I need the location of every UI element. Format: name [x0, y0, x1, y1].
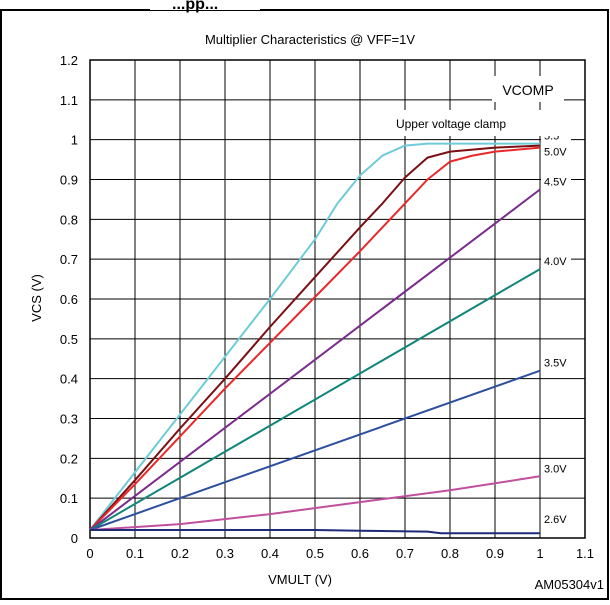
- x-tick-label: 0.7: [396, 546, 414, 561]
- x-tick-label: 0.5: [306, 546, 324, 561]
- x-tick-label: 0.3: [216, 546, 234, 561]
- series-label: 5.0V: [544, 147, 567, 159]
- x-axis-label: VMULT (V): [268, 572, 332, 587]
- chart-title: Multiplier Characteristics @ VFF=1V: [205, 32, 415, 47]
- y-tick-label: 0.7: [60, 252, 78, 267]
- x-tick-label: 1.1: [576, 546, 594, 561]
- legend-title: VCOMP: [502, 82, 553, 98]
- y-tick-label: 0.6: [60, 292, 78, 307]
- x-tick-label: 0: [86, 546, 93, 561]
- x-tick-label: 0.1: [126, 546, 144, 561]
- y-tick-label: 0.9: [60, 173, 78, 188]
- annotation-text: Upper voltage clamp: [396, 117, 506, 131]
- series-label: 3.5V: [544, 358, 567, 370]
- y-tick-label: 0.4: [60, 372, 78, 387]
- y-tick-label: 1.2: [60, 53, 78, 68]
- y-axis-label: VCS (V): [29, 274, 44, 322]
- y-tick-label: 1: [71, 133, 78, 148]
- x-tick-label: 0.9: [486, 546, 504, 561]
- header-partial-text: ...pp...: [172, 0, 218, 13]
- series-label: 3.0V: [544, 463, 567, 475]
- x-tick-label: 0.8: [441, 546, 459, 561]
- y-tick-label: 0: [71, 531, 78, 546]
- y-tick-label: 0.1: [60, 491, 78, 506]
- x-tick-label: 0.2: [171, 546, 189, 561]
- x-tick-label: 1: [536, 546, 543, 561]
- x-tick-label: 0.4: [261, 546, 279, 561]
- y-tick-label: 0.2: [60, 451, 78, 466]
- y-tick-label: 1.1: [60, 93, 78, 108]
- series-label: 4.5V: [544, 176, 567, 188]
- y-tick-label: 0.8: [60, 212, 78, 227]
- y-tick-label: 0.5: [60, 332, 78, 347]
- figure-reference: AM05304v1: [535, 577, 604, 592]
- series-label: 4.0V: [544, 256, 567, 268]
- y-tick-label: 0.3: [60, 412, 78, 427]
- x-tick-label: 0.6: [351, 546, 369, 561]
- series-label: 2.6V: [544, 514, 567, 526]
